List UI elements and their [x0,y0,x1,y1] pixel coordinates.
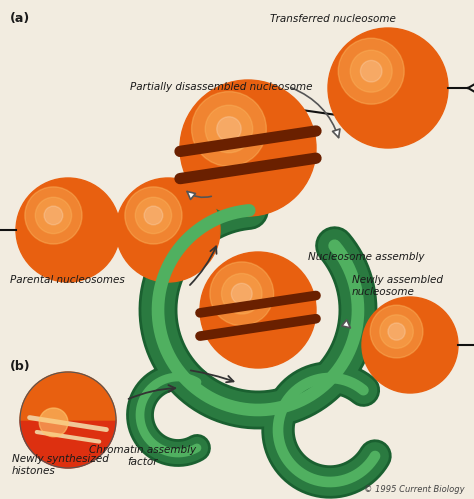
Circle shape [191,91,266,166]
Circle shape [388,323,405,340]
Circle shape [125,187,182,244]
Circle shape [380,315,413,348]
Circle shape [217,117,241,141]
Text: Nucleosome assembly: Nucleosome assembly [308,252,425,262]
Text: Partially disassembled nucleosome: Partially disassembled nucleosome [130,82,312,92]
Circle shape [25,187,82,244]
Circle shape [144,206,163,225]
Circle shape [362,297,458,393]
Circle shape [370,305,423,358]
Circle shape [338,38,404,104]
Circle shape [135,197,172,234]
Text: Parental nucleosomes: Parental nucleosomes [10,275,125,285]
Circle shape [231,283,252,304]
Circle shape [16,178,120,282]
Wedge shape [20,420,116,468]
Text: Newly synthesized
histones: Newly synthesized histones [12,455,109,476]
Circle shape [360,60,382,82]
Circle shape [328,28,448,148]
Text: (b): (b) [10,360,31,373]
Circle shape [200,252,316,368]
Text: (a): (a) [10,12,30,25]
Text: Newly assembled
nucleosome: Newly assembled nucleosome [352,275,443,297]
Circle shape [221,273,262,314]
Text: Transferred nucleosome: Transferred nucleosome [270,14,396,24]
Circle shape [210,262,273,326]
Circle shape [180,80,316,216]
Circle shape [205,105,253,153]
Circle shape [35,197,72,234]
Text: © 1995 Current Biology: © 1995 Current Biology [365,485,465,494]
Circle shape [116,178,220,282]
Wedge shape [20,372,116,420]
Circle shape [39,408,68,437]
Text: Chromatin assembly
factor: Chromatin assembly factor [90,446,197,467]
Circle shape [350,50,392,92]
Circle shape [44,206,63,225]
